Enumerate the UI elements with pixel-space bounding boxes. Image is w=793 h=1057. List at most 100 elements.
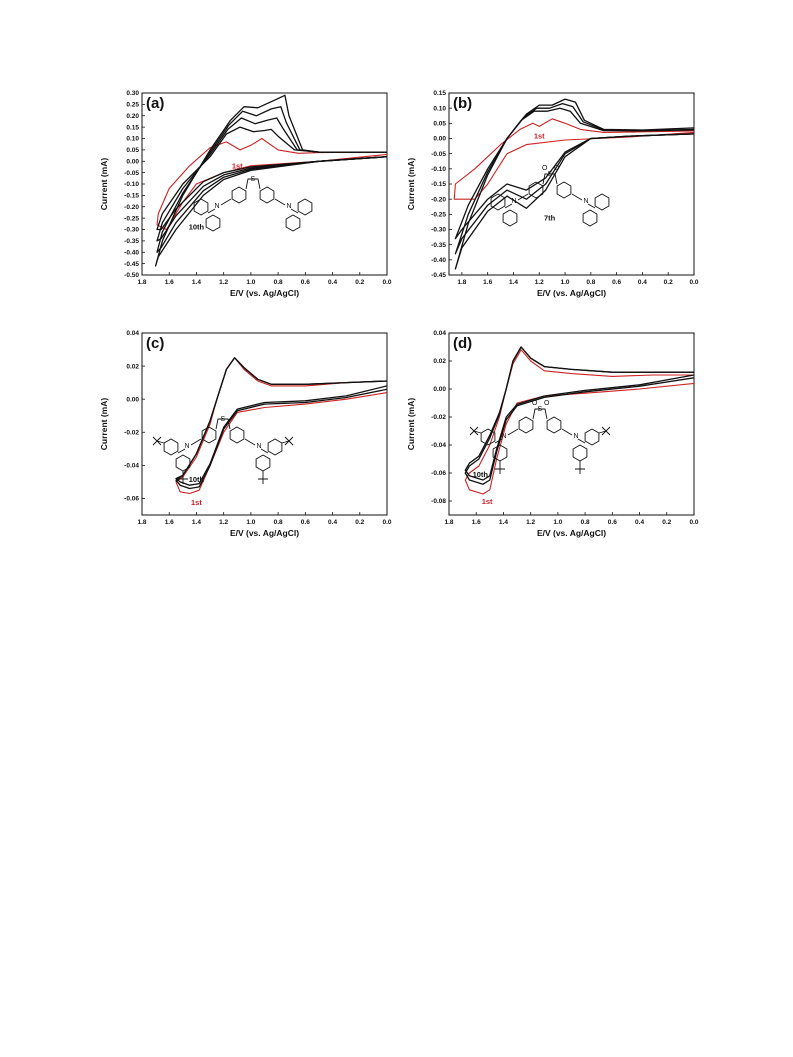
y-tick-label: -0.02 bbox=[124, 429, 139, 436]
y-tick-label: -0.45 bbox=[431, 272, 446, 279]
x-tick-label: 0.0 bbox=[382, 519, 391, 526]
atom-label: N bbox=[215, 203, 220, 210]
y-tick-label: 0.04 bbox=[433, 330, 446, 337]
x-tick-label: 0.8 bbox=[581, 519, 590, 526]
x-axis-label: E/V (vs. Ag/AgCl) bbox=[230, 528, 299, 538]
x-tick-label: 1.0 bbox=[561, 279, 570, 286]
chart-panel-a: -0.50 -0.45 -0.40 -0.35 -0.30 -0.25 -0.20 -0.15… bbox=[95, 85, 392, 300]
molecule-structure: S N N bbox=[193, 176, 313, 232]
cycle-annotation: 1st bbox=[534, 132, 545, 141]
x-tick-label: 1.2 bbox=[535, 279, 544, 286]
y-tick-label: -0.10 bbox=[431, 166, 446, 173]
cv-curve bbox=[464, 346, 695, 481]
y-tick-label: 0.00 bbox=[433, 386, 446, 393]
x-tick-label: 0.8 bbox=[274, 519, 283, 526]
plot-frame bbox=[141, 332, 388, 516]
y-tick-label: -0.25 bbox=[124, 215, 139, 222]
y-tick-label: 0.05 bbox=[433, 121, 446, 128]
x-tick-label: 1.2 bbox=[526, 519, 535, 526]
y-tick-label: -0.30 bbox=[431, 227, 446, 234]
x-tick-label: 0.2 bbox=[664, 279, 673, 286]
cycle-annotation: 10th bbox=[473, 470, 489, 479]
cycle-annotation: 10th bbox=[189, 223, 205, 232]
cycle-annotation: 7th bbox=[544, 213, 556, 222]
y-axis-label: Current (mA) bbox=[99, 158, 109, 211]
cycle-annotation: 1st bbox=[191, 498, 202, 507]
atom-label: N bbox=[502, 433, 507, 440]
cv-curve bbox=[454, 98, 695, 270]
y-tick-label: -0.08 bbox=[431, 498, 446, 505]
x-tick-label: 1.0 bbox=[246, 279, 255, 286]
y-tick-label: -0.25 bbox=[431, 212, 446, 219]
x-tick-label: 0.2 bbox=[355, 519, 364, 526]
cv-chart: -0.45 -0.40 -0.35 -0.30 -0.25 -0.20 -0.15 -0.10… bbox=[406, 90, 699, 298]
x-tick-label: 0.4 bbox=[328, 519, 337, 526]
y-tick-label: -0.40 bbox=[431, 257, 446, 264]
atom-label: S bbox=[548, 171, 553, 178]
molecule-structure: S N N bbox=[152, 416, 294, 484]
y-tick-label: -0.15 bbox=[124, 193, 139, 200]
atom-label: N bbox=[512, 198, 517, 205]
molecule-structure: OSO N N bbox=[490, 165, 610, 227]
y-tick-label: -0.10 bbox=[124, 181, 139, 188]
x-tick-label: 0.6 bbox=[612, 279, 621, 286]
x-tick-label: 1.4 bbox=[192, 519, 201, 526]
x-tick-label: 1.2 bbox=[219, 519, 228, 526]
y-tick-label: -0.04 bbox=[431, 442, 446, 449]
x-tick-label: 0.0 bbox=[689, 279, 698, 286]
x-tick-label: 0.8 bbox=[274, 279, 283, 286]
cv-curve bbox=[453, 118, 695, 200]
molecule-structure: OSO N N bbox=[469, 400, 611, 474]
y-tick-label: 0.10 bbox=[126, 136, 139, 143]
y-axis-label: Current (mA) bbox=[406, 398, 416, 451]
x-tick-label: 1.8 bbox=[457, 279, 466, 286]
x-tick-label: 0.8 bbox=[586, 279, 595, 286]
x-tick-label: 0.0 bbox=[689, 519, 698, 526]
plot-frame bbox=[448, 92, 695, 276]
chart-panel-b: -0.45 -0.40 -0.35 -0.30 -0.25 -0.20 -0.15 -0.10… bbox=[402, 85, 699, 300]
cv-curve bbox=[154, 94, 388, 267]
y-tick-label: -0.20 bbox=[124, 204, 139, 211]
x-tick-label: 1.6 bbox=[165, 279, 174, 286]
atom-label: N bbox=[584, 198, 589, 205]
y-tick-label: -0.02 bbox=[431, 414, 446, 421]
plot-frame bbox=[448, 332, 695, 516]
panel-label: (d) bbox=[453, 335, 472, 352]
y-tick-label: -0.40 bbox=[124, 249, 139, 256]
atom-label: S bbox=[221, 416, 226, 423]
x-tick-label: 0.0 bbox=[382, 279, 391, 286]
x-tick-label: 0.2 bbox=[662, 519, 671, 526]
atom-label: S bbox=[251, 176, 256, 183]
y-tick-label: -0.05 bbox=[431, 151, 446, 158]
y-tick-label: 0.20 bbox=[126, 113, 139, 120]
x-tick-label: 1.6 bbox=[472, 519, 481, 526]
y-tick-label: 0.00 bbox=[126, 158, 139, 165]
y-tick-label: -0.50 bbox=[124, 272, 139, 279]
x-axis-label: E/V (vs. Ag/AgCl) bbox=[537, 288, 606, 298]
cv-chart: -0.50 -0.45 -0.40 -0.35 -0.30 -0.25 -0.20 -0.15… bbox=[99, 90, 392, 298]
y-tick-label: -0.45 bbox=[124, 261, 139, 268]
cv-curve bbox=[454, 107, 695, 240]
atom-label: O bbox=[532, 400, 538, 407]
y-tick-label: -0.06 bbox=[124, 496, 139, 503]
x-tick-label: 1.2 bbox=[219, 279, 228, 286]
cycle-annotation: 10th bbox=[189, 475, 205, 484]
panel-label: (c) bbox=[146, 335, 164, 352]
chart-panel-c: -0.06 -0.04 -0.02 0.00 0.02 0.04 1.8 1.6 1.4 1.2 1… bbox=[95, 325, 392, 540]
atom-label: N bbox=[574, 433, 579, 440]
panel-label: (a) bbox=[146, 95, 164, 112]
x-tick-label: 1.4 bbox=[499, 519, 508, 526]
y-tick-label: -0.35 bbox=[124, 238, 139, 245]
x-tick-label: 0.4 bbox=[638, 279, 647, 286]
y-tick-label: -0.04 bbox=[124, 463, 139, 470]
x-tick-label: 0.6 bbox=[608, 519, 617, 526]
atom-label: O bbox=[542, 165, 548, 172]
x-tick-label: 1.8 bbox=[137, 279, 146, 286]
y-tick-label: -0.20 bbox=[431, 196, 446, 203]
cv-curve bbox=[454, 102, 695, 255]
x-tick-label: 1.0 bbox=[246, 519, 255, 526]
y-tick-label: -0.06 bbox=[431, 470, 446, 477]
x-axis-label: E/V (vs. Ag/AgCl) bbox=[230, 288, 299, 298]
x-tick-label: 1.6 bbox=[165, 519, 174, 526]
y-tick-label: -0.05 bbox=[124, 170, 139, 177]
